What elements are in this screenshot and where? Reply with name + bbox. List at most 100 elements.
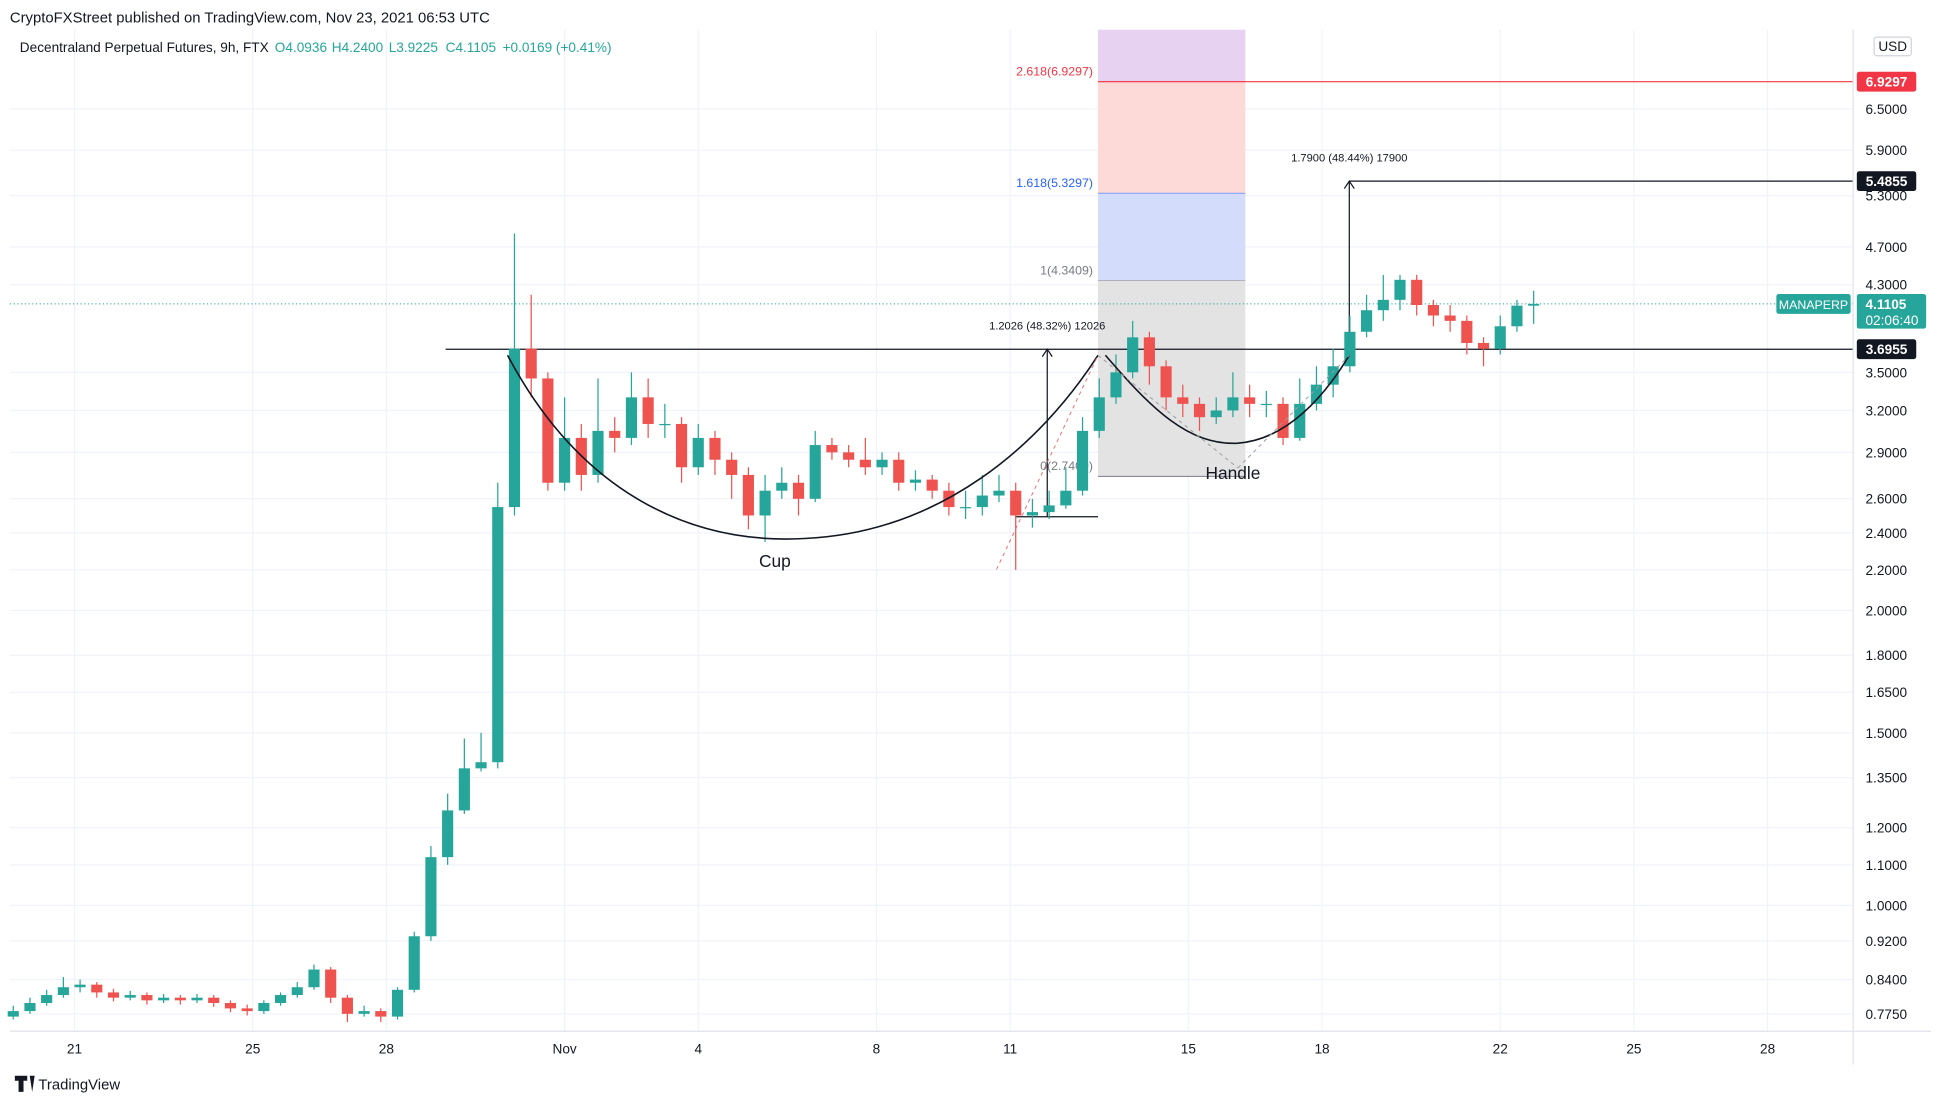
candle-body [1477,342,1490,349]
candle-body [726,459,738,475]
candle-body [1060,490,1072,506]
measure-label: 1.7900 (48.44%) 17900 [1291,152,1407,164]
y-tick-label: 1.1000 [1865,858,1907,873]
candle-body [809,445,821,499]
last-price-label: 4.1105 [1865,297,1906,312]
arrow-head [1343,180,1355,189]
annotations: Cup Handle [506,354,1350,571]
fib-zone [1098,193,1246,281]
candle-body [341,997,353,1014]
candle-body [107,992,120,998]
candle-body [893,459,905,483]
candle-body [1427,304,1439,316]
candle-body [1010,490,1022,516]
candle-body [559,437,571,483]
candle-body [1277,403,1289,438]
y-tick-label: 6.5000 [1865,102,1907,117]
candle-body [1394,279,1406,300]
price-label: 5.4855 [1866,174,1908,189]
cup-curve [506,354,1099,540]
candle-body [1093,397,1105,431]
legend-value: L3.9225 [389,40,438,55]
fib-label: 1.618(5.3297) [1016,176,1093,190]
countdown-label: 02:06:40 [1865,313,1918,328]
candle-body [308,969,320,988]
candle-body [1143,337,1155,367]
candle-body [1210,410,1222,418]
fibonacci-retracement: 2.618(6.9297)1.618(5.3297)1(4.3409)0(2.7… [1016,29,1246,477]
x-tick-label: 28 [1760,1041,1775,1056]
candle-body [1110,372,1122,398]
candle-body [442,810,454,858]
candle-body [592,430,604,475]
y-tick-label: 1.2000 [1865,821,1907,836]
candle-body [224,1002,237,1009]
symbol-label: MANAPERP [1779,298,1848,312]
currency: USD [1878,39,1907,54]
candle-body [1160,366,1172,398]
x-tick-label: Nov [553,1041,577,1056]
candle-body [1327,366,1339,385]
price-label-box [1856,339,1917,360]
measure-label: 1.2026 (48.32%) 12026 [989,320,1105,332]
candle-body [141,995,153,1001]
x-tick-label: 11 [1003,1041,1017,1056]
y-tick-label: 2.0000 [1865,603,1907,618]
y-tick-label: 1.5000 [1865,726,1907,741]
x-tick-label: 18 [1314,1041,1329,1056]
candle-body [458,768,470,811]
candle-body [408,936,420,990]
candle-body [1294,403,1306,438]
candle-body [1377,299,1389,311]
axes: USD 0.7750 0.8400 0.9200 1.0000 1.1000 1.2000… [9,29,1932,1065]
price-label-box [1856,171,1917,192]
candle-body [692,437,704,468]
fib-label: 2.618(6.9297) [1016,64,1093,78]
candle-body [926,479,938,491]
annotation: Cup [759,551,791,571]
candle-body [609,430,621,438]
x-tick-label: 21 [67,1041,82,1056]
candle-body [74,984,86,988]
legend-value: +0.0169 (+0.41%) [503,40,612,55]
candle-body [475,762,487,769]
candle-body [1461,320,1473,343]
y-tick-label: 3.5000 [1865,365,1907,380]
y-tick-label: 0.8400 [1865,973,1907,988]
candle-body [525,348,537,379]
candle-body [391,989,404,1017]
grid [9,29,1854,1032]
dashed-line [1097,354,1239,469]
candle-body [792,482,805,499]
y-tick-label: 1.6500 [1865,685,1907,700]
candle-body [375,1011,387,1017]
logo: TradingView [14,1075,120,1093]
y-tick-label: 2.6000 [1865,492,1907,507]
price-label-box [1856,71,1917,92]
dashed-line [996,355,1099,570]
y-tick-label: 5.3000 [1865,189,1907,204]
arrow-head [1041,348,1053,357]
candle-body [1043,505,1055,513]
candles [7,233,1540,1023]
candle-body [492,507,504,763]
x-tick-label: 22 [1493,1041,1508,1056]
candle-body [976,495,988,508]
candle-body [41,995,53,1003]
candle-body [1511,305,1523,327]
candle-body [742,474,754,516]
candle-body [274,995,287,1003]
candle-body [776,482,788,491]
y-tick-label: 2.2000 [1865,563,1907,578]
candle-body [993,490,1005,496]
x-tick-label: 8 [873,1041,881,1056]
y-tick-label: 3.2000 [1865,403,1907,418]
y-tick-label: 1.8000 [1865,648,1907,663]
y-tick-label: 1.3500 [1865,771,1907,786]
fib-zone [1098,29,1246,82]
y-tick-label: 0.7750 [1865,1007,1907,1022]
candle-body [158,997,170,1001]
candle-body [843,452,855,460]
